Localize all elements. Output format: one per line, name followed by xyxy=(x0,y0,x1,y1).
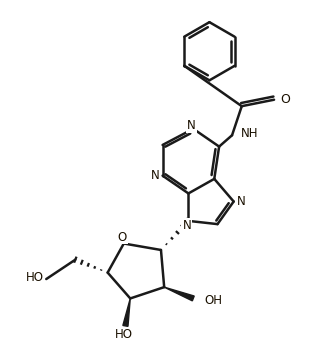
Text: N: N xyxy=(182,219,191,232)
Text: HO: HO xyxy=(26,271,44,284)
Text: OH: OH xyxy=(205,293,222,306)
Text: N: N xyxy=(236,195,245,208)
Text: O: O xyxy=(117,231,127,244)
Text: N: N xyxy=(187,119,196,132)
Polygon shape xyxy=(164,287,194,301)
Polygon shape xyxy=(123,299,130,326)
Text: NH: NH xyxy=(241,127,259,140)
Text: HO: HO xyxy=(115,329,133,342)
Text: O: O xyxy=(280,93,290,106)
Text: N: N xyxy=(151,169,160,182)
